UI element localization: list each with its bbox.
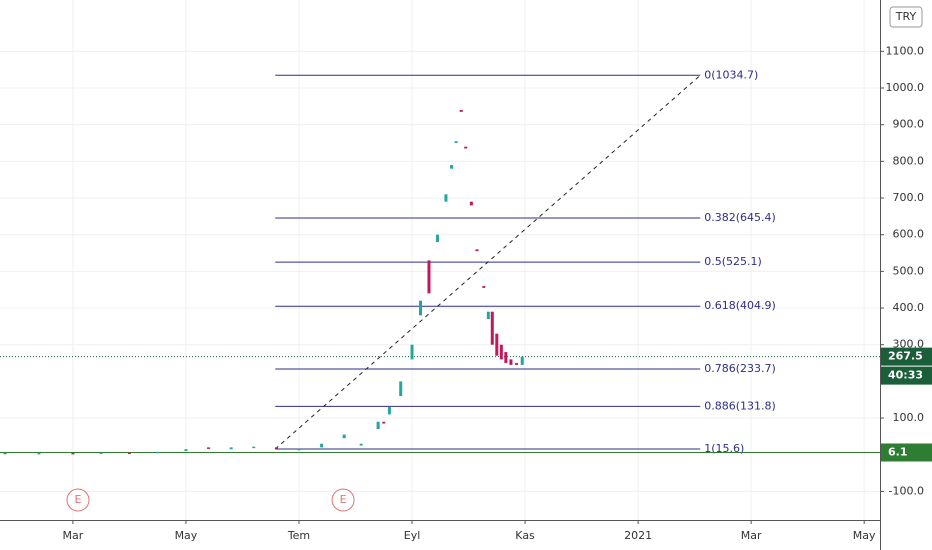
candle: [464, 146, 468, 149]
candle: [229, 447, 233, 450]
price-label-box: [881, 443, 932, 462]
candle: [376, 421, 380, 430]
candle: [320, 443, 324, 448]
candle: [127, 452, 131, 455]
candle: [207, 447, 211, 449]
countdown-box: [881, 366, 932, 385]
candle: [359, 443, 363, 446]
y-tick-label: 800.0: [893, 154, 925, 167]
y-tick-label: 600.0: [893, 228, 925, 241]
event-label: E: [340, 493, 347, 506]
fib-label: 0.618(404.9): [704, 299, 776, 312]
candle: [3, 452, 7, 455]
x-tick-label: Eyl: [404, 529, 421, 542]
candle: [486, 311, 490, 320]
candle: [469, 201, 473, 206]
candle: [387, 407, 391, 415]
fib-label: 1(15.6): [704, 442, 744, 455]
y-tick-label: 1100.0: [886, 44, 925, 57]
y-tick-label: 400.0: [893, 301, 925, 314]
currency-box[interactable]: [889, 6, 923, 28]
y-tick-label: -100.0: [889, 484, 924, 497]
x-tick-label: May: [175, 529, 198, 542]
price-label-box: [881, 347, 932, 366]
currency: TRY: [895, 10, 917, 23]
fib-label: 0.382(645.4): [704, 211, 776, 224]
price-label: 267.5: [888, 350, 923, 363]
candle: [454, 141, 458, 144]
candle: [435, 234, 439, 243]
candle: [427, 260, 431, 294]
candle: [482, 286, 486, 288]
event-marker: [66, 488, 90, 512]
x-tick-label: Mar: [63, 529, 84, 542]
candle: [252, 446, 256, 449]
candle: [410, 344, 414, 360]
fib-label: 0.886(131.8): [704, 399, 776, 412]
x-tick-label: May: [853, 529, 876, 542]
candle: [99, 452, 103, 455]
candle: [71, 452, 75, 455]
candle: [399, 381, 403, 397]
countdown: 40:33: [888, 369, 923, 382]
y-tick-label: 100.0: [893, 411, 925, 424]
candle: [382, 421, 386, 424]
candle: [184, 449, 188, 452]
candle: [459, 110, 463, 112]
candle: [495, 333, 499, 356]
fib-trend: [274, 74, 701, 450]
fib-label: 0(1034.7): [704, 68, 758, 81]
candle: [342, 434, 346, 439]
candle: [419, 300, 423, 316]
x-tick-label: Kas: [515, 529, 535, 542]
candle: [509, 359, 513, 365]
candle: [490, 311, 494, 345]
price-label: 6.1: [888, 445, 908, 458]
candle: [475, 249, 479, 252]
y-tick-label: 700.0: [893, 191, 925, 204]
candle: [450, 165, 454, 169]
x-tick-label: Mar: [741, 529, 762, 542]
y-tick-label: 300.0: [893, 338, 925, 351]
candle: [156, 451, 160, 454]
candle: [504, 352, 508, 364]
y-tick-label: 1000.0: [886, 81, 925, 94]
candle: [515, 363, 519, 365]
x-tick-label: 2021: [624, 529, 652, 542]
fib-label: 0.5(525.1): [704, 255, 762, 268]
candle: [499, 344, 503, 360]
fib-label: 0.786(233.7): [704, 362, 776, 375]
event-marker: [331, 488, 355, 512]
y-tick-label: 500.0: [893, 264, 925, 277]
x-tick-label: Tem: [287, 529, 310, 542]
candle: [37, 452, 41, 455]
y-tick-label: 900.0: [893, 118, 925, 131]
event-label: E: [75, 493, 82, 506]
candle: [297, 448, 301, 451]
candle: [520, 356, 524, 365]
candle: [444, 194, 448, 202]
candle: [274, 447, 278, 449]
